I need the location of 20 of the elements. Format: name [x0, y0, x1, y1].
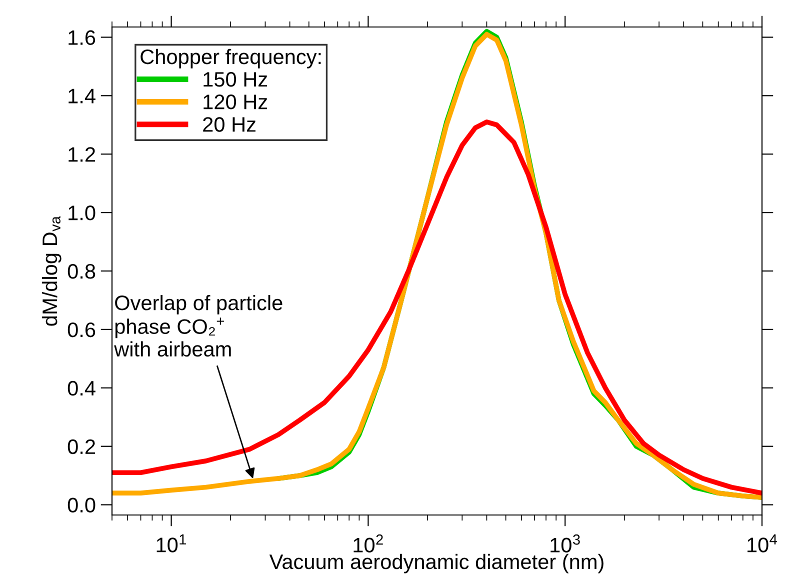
x-tick-label: 10$^{3}$ — [550, 534, 580, 552]
y-tick-label: 1.0 — [68, 206, 96, 220]
legend-label: 120 Hz — [204, 94, 268, 110]
legend-title: Chopper frequency: — [140, 48, 321, 68]
y-tick-label: 0.0 — [68, 498, 96, 513]
x-tick-label: 10$^{2}$ — [354, 534, 383, 552]
x-tick-label: 10$^{1}$ — [156, 534, 186, 552]
x-tick-label: 10$^{4}$ — [748, 534, 778, 552]
y-tick-label: 1.2 — [68, 147, 95, 162]
legend-label: 150 Hz — [204, 72, 268, 87]
legend-label: 20 Hz — [203, 117, 256, 132]
y-axis-title: dM/dlog D$_{va}$ — [42, 216, 62, 326]
annotation: Overlap of particle phase CO₂$^{+}$ with airbeam — [114, 294, 282, 357]
y-tick-label: 1.6 — [68, 30, 96, 45]
y-tick-label: 0.8 — [68, 264, 96, 279]
y-tick-label: 0.2 — [68, 439, 95, 454]
y-tick-label: 0.4 — [68, 380, 96, 396]
y-tick-label: 0.6 — [68, 322, 96, 338]
x-axis-title: Vacuum aerodynamic diameter (nm) — [269, 554, 604, 574]
y-tick-label: 1.4 — [68, 88, 96, 104]
